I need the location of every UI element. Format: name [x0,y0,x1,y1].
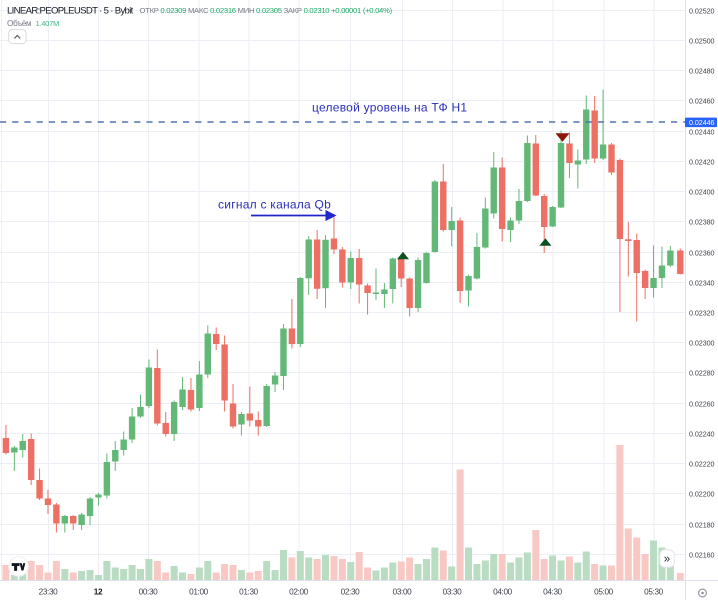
svg-text:03:30: 03:30 [443,588,463,597]
svg-text:02:30: 02:30 [341,588,361,597]
svg-text:Объём: Объём [7,18,32,28]
svg-text:0.02260: 0.02260 [689,400,715,408]
svg-text:02:00: 02:00 [289,588,309,597]
svg-text:0.02240: 0.02240 [689,430,715,438]
svg-text:целевой уровень на ТФ H1: целевой уровень на ТФ H1 [312,101,467,115]
svg-text:0.02460: 0.02460 [689,97,715,105]
svg-text:0.02440: 0.02440 [689,128,715,136]
svg-text:LINEAR:PEOPLEUSDT · 5 · Bybit: LINEAR:PEOPLEUSDT · 5 · Bybit [7,6,134,17]
svg-text:0.02400: 0.02400 [689,188,715,196]
svg-text:00:30: 00:30 [139,588,159,597]
svg-text:05:30: 05:30 [644,588,664,597]
svg-text:04:30: 04:30 [543,588,563,597]
svg-text:0.02420: 0.02420 [689,158,715,166]
svg-text:0.02446: 0.02446 [689,119,715,127]
svg-text:0.02160: 0.02160 [689,551,715,559]
svg-text:0.02280: 0.02280 [689,369,715,377]
svg-text:0.02500: 0.02500 [689,37,715,45]
svg-text:0.02380: 0.02380 [689,218,715,226]
svg-text:сигнал с канала Qb: сигнал с канала Qb [218,198,331,212]
svg-text:03:00: 03:00 [393,588,413,597]
svg-text:0.02180: 0.02180 [689,521,715,529]
svg-text:0.02480: 0.02480 [689,67,715,75]
svg-text:»: » [664,553,670,565]
svg-text:0.02320: 0.02320 [689,309,715,317]
svg-text:12: 12 [94,588,103,597]
svg-text:0.02220: 0.02220 [689,460,715,468]
svg-text:0.02520: 0.02520 [689,7,715,15]
svg-text:04:00: 04:00 [493,588,513,597]
svg-text:23:30: 23:30 [39,588,59,597]
svg-text:ОТКР 0.02309 МАКС 0.02316 МИН: ОТКР 0.02309 МАКС 0.02316 МИН 0.02305 ЗА… [140,6,393,15]
svg-text:05:00: 05:00 [594,588,614,597]
svg-text:1.407M: 1.407M [36,19,60,28]
svg-text:0.02200: 0.02200 [689,490,715,498]
svg-text:0.02360: 0.02360 [689,249,715,257]
svg-text:01:00: 01:00 [189,588,209,597]
svg-text:0.02340: 0.02340 [689,279,715,287]
svg-text:01:30: 01:30 [239,588,259,597]
svg-text:0.02300: 0.02300 [689,339,715,347]
